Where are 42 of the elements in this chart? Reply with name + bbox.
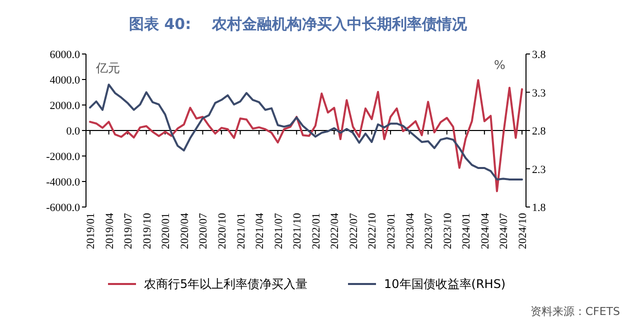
x-tick-label: 2019/07 bbox=[122, 212, 135, 250]
y2-axis-title: % bbox=[494, 58, 506, 72]
x-tick-label: 2023/01 bbox=[386, 213, 398, 250]
x-tick-label: 2022/07 bbox=[348, 212, 360, 250]
x-tick-label: 2024/10 bbox=[517, 212, 529, 250]
y-tick-label: 2000.0 bbox=[50, 100, 80, 112]
y-axis-title: 亿元 bbox=[95, 61, 120, 75]
x-tick-label: 2020/01 bbox=[160, 213, 172, 250]
y-tick-label: -6000.0 bbox=[46, 202, 80, 214]
x-tick-label: 2024/04 bbox=[479, 212, 492, 250]
x-tick-label: 2019/04 bbox=[104, 212, 116, 250]
x-tick-label: 2019/10 bbox=[141, 212, 154, 250]
y2-tick-label: 1.8 bbox=[532, 202, 546, 214]
y-tick-label: 0.0 bbox=[66, 126, 80, 138]
x-tick-label: 2021/07 bbox=[272, 212, 285, 250]
y-tick-label: 6000.0 bbox=[50, 49, 80, 61]
x-tick-label: 2021/01 bbox=[235, 213, 248, 250]
y-tick-label: -4000.0 bbox=[46, 176, 80, 188]
x-tick-label: 2023/10 bbox=[442, 212, 454, 250]
x-tick-label: 2023/07 bbox=[423, 212, 436, 250]
y2-tick-label: 3.3 bbox=[532, 87, 546, 100]
y2-tick-label: 3.8 bbox=[532, 49, 546, 61]
x-tick-label: 2022/10 bbox=[366, 212, 379, 250]
x-tick-label: 2020/04 bbox=[178, 212, 191, 250]
chart-title: 图表 40: 农村金融机构净买入中长期利率债情况 bbox=[129, 15, 468, 33]
x-tick-label: 2021/10 bbox=[292, 212, 304, 250]
legend-label: 10年国债收益率(RHS) bbox=[384, 277, 506, 291]
y-tick-label: -2000.0 bbox=[46, 151, 80, 163]
x-tick-label: 2020/10 bbox=[216, 212, 228, 250]
y2-tick-label: 2.8 bbox=[532, 126, 546, 138]
x-tick-label: 2020/07 bbox=[198, 212, 210, 250]
x-tick-label: 2024/07 bbox=[498, 212, 510, 250]
x-tick-label: 2019/01 bbox=[85, 213, 97, 250]
x-tick-label: 2024/01 bbox=[460, 213, 473, 250]
x-tick-label: 2022/01 bbox=[310, 213, 322, 250]
legend-label: 农商行5年以上利率债净买入量 bbox=[144, 277, 308, 291]
y-tick-label: 4000.0 bbox=[50, 74, 80, 86]
x-tick-label: 2022/04 bbox=[329, 212, 342, 250]
y2-tick-label: 2.3 bbox=[532, 164, 546, 176]
x-tick-label: 2023/04 bbox=[404, 212, 416, 250]
text: 资料来源：CFETS bbox=[530, 305, 620, 318]
x-tick-label: 2021/04 bbox=[254, 212, 266, 250]
